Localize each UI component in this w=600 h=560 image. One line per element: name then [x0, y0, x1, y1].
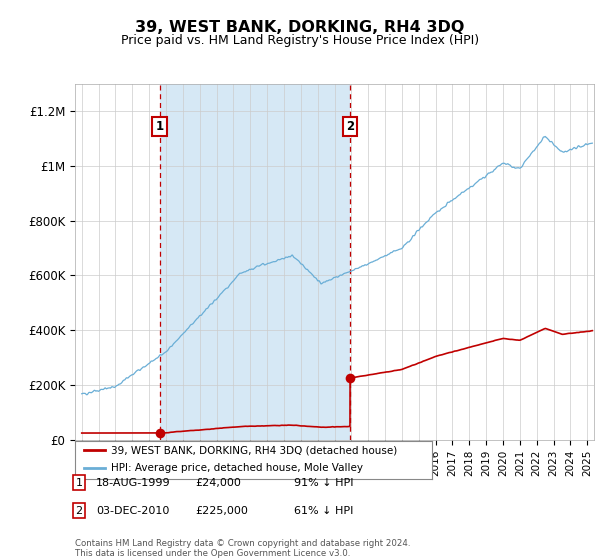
Text: 2: 2	[346, 120, 354, 133]
Text: 91% ↓ HPI: 91% ↓ HPI	[294, 478, 353, 488]
Text: Price paid vs. HM Land Registry's House Price Index (HPI): Price paid vs. HM Land Registry's House …	[121, 34, 479, 46]
Text: £225,000: £225,000	[195, 506, 248, 516]
Text: 03-DEC-2010: 03-DEC-2010	[96, 506, 169, 516]
Text: 18-AUG-1999: 18-AUG-1999	[96, 478, 170, 488]
Text: 39, WEST BANK, DORKING, RH4 3DQ (detached house): 39, WEST BANK, DORKING, RH4 3DQ (detache…	[111, 445, 397, 455]
Text: 61% ↓ HPI: 61% ↓ HPI	[294, 506, 353, 516]
Text: 1: 1	[76, 478, 83, 488]
Text: £24,000: £24,000	[195, 478, 241, 488]
Bar	[160, 84, 350, 440]
Text: Contains HM Land Registry data © Crown copyright and database right 2024.
This d: Contains HM Land Registry data © Crown c…	[75, 539, 410, 558]
Text: 39, WEST BANK, DORKING, RH4 3DQ: 39, WEST BANK, DORKING, RH4 3DQ	[136, 20, 464, 35]
Text: 2: 2	[76, 506, 83, 516]
Text: HPI: Average price, detached house, Mole Valley: HPI: Average price, detached house, Mole…	[111, 463, 362, 473]
Text: 1: 1	[155, 120, 164, 133]
